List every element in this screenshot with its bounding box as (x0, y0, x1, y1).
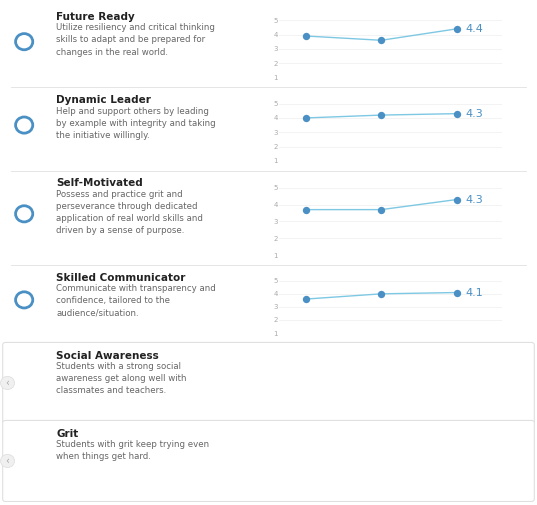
Text: 4.1: 4.1 (466, 287, 484, 297)
Text: 4.3: 4.3 (466, 109, 484, 119)
Point (301, 459, 310, 467)
Point (453, 464, 461, 472)
Point (301, 206, 310, 214)
Text: Self-Motivated: Self-Motivated (56, 178, 143, 188)
Point (301, 295, 310, 303)
Text: Students with grit keep trying even
when things get hard.: Students with grit keep trying even when… (56, 440, 209, 461)
Text: Future Ready: Future Ready (56, 12, 135, 22)
Circle shape (27, 370, 36, 378)
Point (453, 370, 461, 378)
Point (377, 111, 386, 119)
Point (301, 370, 310, 378)
Point (453, 110, 461, 118)
Text: 4.3: 4.3 (466, 194, 484, 205)
Text: Dynamic Leader: Dynamic Leader (56, 95, 151, 105)
Point (453, 288, 461, 296)
Point (377, 453, 386, 462)
Text: ‹: ‹ (5, 378, 10, 388)
Text: Communicate with transparency and
confidence, tailored to the
audience/situation: Communicate with transparency and confid… (56, 284, 216, 318)
FancyBboxPatch shape (26, 463, 33, 474)
FancyBboxPatch shape (14, 373, 30, 386)
Point (377, 36, 386, 44)
FancyBboxPatch shape (24, 375, 39, 389)
Text: 4.1: 4.1 (466, 370, 484, 379)
Text: Grit: Grit (56, 429, 78, 438)
Circle shape (23, 448, 31, 455)
FancyBboxPatch shape (19, 463, 26, 474)
Point (377, 290, 386, 298)
Point (453, 25, 461, 33)
Text: Utilize resiliency and critical thinking
skills to adapt and be prepared for
cha: Utilize resiliency and critical thinking… (56, 23, 215, 57)
Text: Help and support others by leading
by example with integrity and taking
the init: Help and support others by leading by ex… (56, 107, 216, 140)
Point (377, 206, 386, 214)
Text: Social Awareness: Social Awareness (56, 350, 159, 361)
Text: Skilled Communicator: Skilled Communicator (56, 273, 186, 282)
Circle shape (18, 368, 26, 376)
Text: 3.8: 3.8 (466, 463, 484, 473)
Point (301, 114, 310, 122)
Text: ‹: ‹ (5, 456, 10, 466)
Point (377, 370, 386, 378)
Text: 4.4: 4.4 (466, 24, 484, 34)
Text: Students with a strong social
awareness get along well with
classmates and teach: Students with a strong social awareness … (56, 362, 187, 395)
Point (301, 32, 310, 40)
Point (453, 195, 461, 204)
FancyBboxPatch shape (20, 453, 34, 464)
Text: Possess and practice grit and
perseverance through dedicated
application of real: Possess and practice grit and perseveran… (56, 190, 204, 235)
